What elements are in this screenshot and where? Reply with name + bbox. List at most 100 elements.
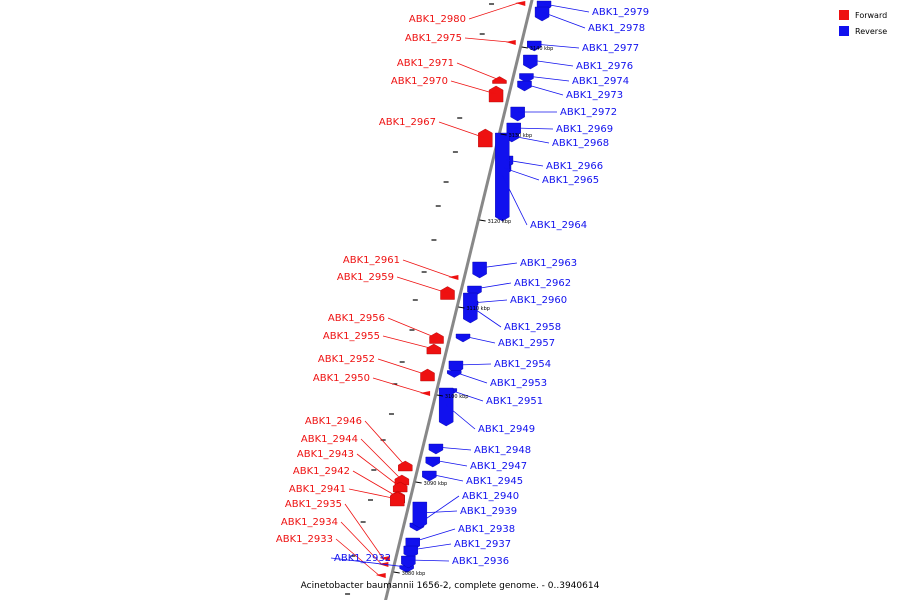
scale-label: 3120 kbp [488,219,512,225]
backbone-ticks [345,3,495,595]
gene-label: ABK1_2957 [498,338,555,349]
leader-line [464,37,509,43]
gene-block-reverse [425,456,440,468]
leader-line [330,557,407,568]
gene-label: ABK1_2932 [334,553,391,564]
gene-block-reverse [517,80,532,92]
gene-label: ABK1_2980 [409,14,466,25]
gene-label: ABK1_2945 [466,476,523,487]
gene-label: ABK1_2936 [452,556,509,567]
leader-line [408,559,450,562]
gene-label: ABK1_2942 [293,466,350,477]
leader-line [456,62,500,81]
leader-line [412,528,456,543]
gene-label: ABK1_2962 [514,278,571,289]
leader-line [530,59,574,67]
leader-line [511,135,550,144]
gene-label: ABK1_2963 [520,258,577,269]
leader-line [462,335,496,344]
gene-label: ABK1_2977 [582,43,639,54]
gene-block-reverse [463,292,478,324]
gene-block-reverse [447,370,462,378]
gene-label: ABK1_2965 [542,175,599,186]
leader-line [344,503,384,559]
scale-labels: 3080 kbp 3090 kbp 3100 kbp 3110 kbp 3120 kbp… [393,46,554,577]
leader-line [416,495,460,526]
scale-label: 3110 kbp [466,306,490,312]
gene-block-reverse [428,443,444,455]
legend-forward-label: Forward [855,11,887,20]
gene-block-reverse [519,73,534,83]
gene-block-reverse [455,333,471,343]
gene-label: ABK1_2954 [494,359,551,370]
gene-label: ABK1_2969 [556,124,613,135]
legend-forward-swatch [839,10,849,20]
leader-line [396,276,448,294]
leader-line [410,543,452,551]
legend-reverse-swatch [839,26,849,36]
legend: Forward Reverse [839,10,887,36]
leader-line [503,167,540,181]
gene-block-reverse [534,6,550,22]
scale-label: 3140 kbp [530,46,554,52]
leader-line [432,459,468,467]
gene-block-reverse [438,387,454,427]
gene-label: ABK1_2956 [328,313,385,324]
gene-label: ABK1_2953 [490,378,547,389]
gene-label: ABK1_2948 [474,445,531,456]
gene-label: ABK1_2976 [576,61,633,72]
gene-arrow-forward [420,391,431,396]
gene-label: ABK1_2978 [588,23,645,34]
gene-label: ABK1_2933 [276,534,333,545]
gene-block-reverse [510,106,525,122]
legend-forward: Forward [839,10,887,20]
gene-arrow-forward [379,556,390,561]
gene-label: ABK1_2934 [281,517,338,528]
gene-label: ABK1_2952 [318,354,375,365]
leader-line [449,389,484,402]
gene-arrow-forward [448,275,459,280]
leader-line [340,521,382,565]
gene-block-reverse [412,501,428,529]
scale-tick [436,394,443,397]
leader-line [382,335,434,350]
gene-features [375,0,552,578]
gene-label: ABK1_2935 [285,499,342,510]
leader-line [335,538,379,576]
gene-label: ABK1_2966 [546,161,603,172]
gene-label: ABK1_2961 [343,255,400,266]
leader-line [513,127,554,130]
gene-label: ABK1_2938 [458,524,515,535]
gene-label: ABK1_2958 [504,322,561,333]
gene-block-reverse [472,261,487,279]
legend-reverse: Reverse [839,26,887,36]
leader-line [435,446,472,451]
gene-label: ABK1_2973 [566,90,623,101]
leader-line [356,453,401,488]
gene-label: ABK1_2970 [391,76,448,87]
gene-label: ABK1_2940 [462,491,519,502]
leader-line [402,259,452,278]
leader-line [479,262,518,269]
gene-label: ABK1_2951 [486,396,543,407]
scale-label: 3090 kbp [424,481,448,487]
gene-label: ABK1_2946 [305,416,362,427]
scale-tick [458,306,465,309]
leader-line [372,377,424,394]
gene-arrow-forward [515,1,526,6]
leader-line [505,159,544,167]
gene-block-reverse [422,470,437,482]
leader-line [360,438,403,481]
gene-label: ABK1_2947 [470,461,527,472]
leader-line [541,11,586,29]
leader-line [468,2,519,20]
scale-tick [521,46,528,49]
leader-line [501,174,528,226]
gene-arrow-forward [375,573,386,578]
leader-line [524,83,564,96]
leader-line [526,75,570,82]
leader-line [364,420,406,467]
leader-line [543,3,590,13]
leader-line [387,317,437,339]
